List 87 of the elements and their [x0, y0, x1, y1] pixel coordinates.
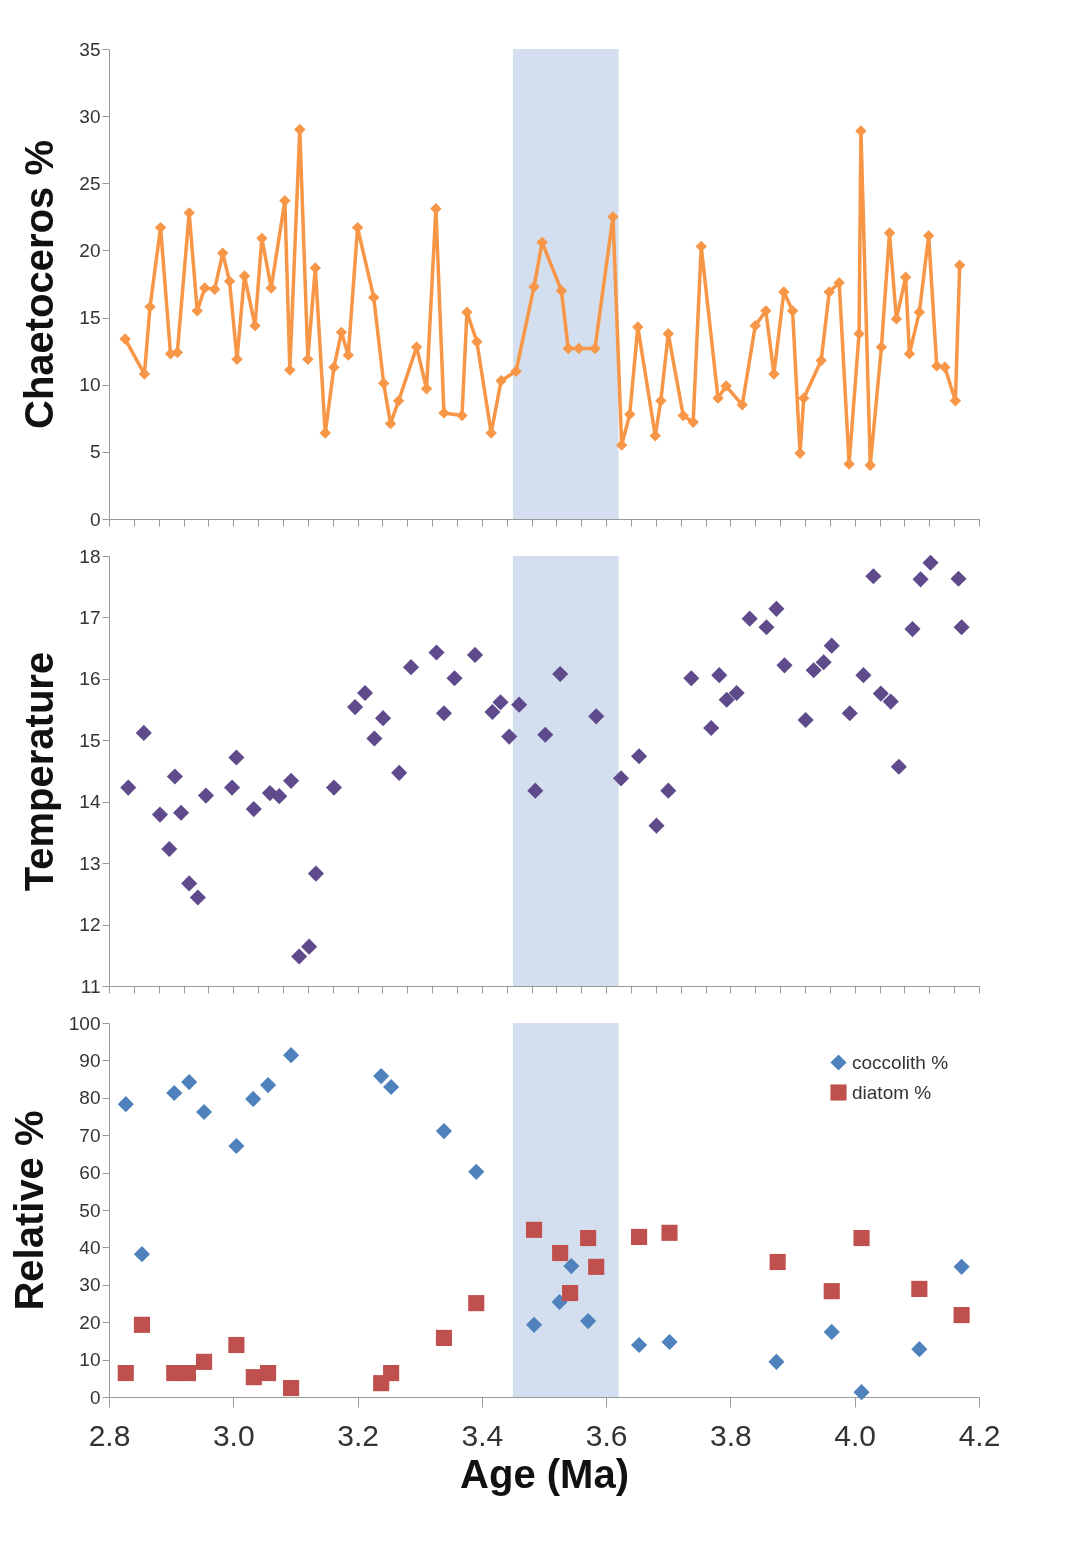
y-tick-label: 10: [79, 1349, 101, 1371]
y-tick-label: 100: [68, 1012, 101, 1034]
y-tick-label: 18: [79, 545, 101, 567]
point: [245, 1090, 262, 1107]
point: [435, 1123, 453, 1140]
x-tick-label: 2.8: [88, 1418, 131, 1452]
point: [911, 1280, 928, 1297]
y-tick-label: 30: [79, 105, 101, 127]
point: [588, 1258, 605, 1275]
x-tick-label: 3.2: [337, 1418, 379, 1452]
point: [661, 1333, 678, 1351]
y-tick-label: 90: [79, 1049, 101, 1071]
x-tick-label: 3.4: [461, 1418, 504, 1452]
y-tick-label: 17: [79, 606, 101, 628]
y-tick-label: 50: [79, 1199, 101, 1221]
x-tick-label: 4.0: [834, 1418, 877, 1452]
point: [526, 1221, 543, 1238]
point: [133, 1316, 150, 1333]
x-tick-label: 3.0: [212, 1418, 255, 1452]
point: [228, 1336, 245, 1354]
point: [631, 1336, 648, 1354]
point: [953, 1307, 970, 1324]
point: [260, 1365, 277, 1382]
point: [133, 1246, 150, 1263]
point: [196, 1103, 213, 1121]
point: [853, 1229, 870, 1247]
y-tick-label: 40: [79, 1236, 101, 1258]
y-tick-label: 25: [79, 172, 101, 194]
y-tick-label: 30: [79, 1274, 101, 1296]
point: [526, 1316, 543, 1333]
y-tick-label: 14: [79, 791, 101, 813]
point: [911, 1341, 928, 1358]
y-tick-label: 35: [79, 38, 101, 60]
point: [661, 1224, 678, 1241]
point: [383, 1365, 400, 1382]
point: [468, 1163, 485, 1180]
y-tick-label: 0: [89, 508, 101, 530]
y-tick-label: 15: [79, 307, 101, 329]
point: [468, 1295, 485, 1312]
point: [631, 1228, 648, 1245]
point: [373, 1068, 390, 1085]
y-tick-label: 16: [79, 668, 101, 690]
y-tick-label: 5: [89, 441, 101, 463]
point: [853, 1384, 870, 1401]
x-axis-title: Age (Ma): [460, 1451, 629, 1496]
x-tick-label: 3.6: [585, 1418, 628, 1452]
point: [260, 1077, 277, 1094]
point: [953, 1258, 970, 1275]
point: [823, 1283, 840, 1300]
point: [768, 1353, 785, 1370]
point: [435, 1329, 453, 1346]
point: [552, 1244, 569, 1262]
legend-label: diatom %: [852, 1081, 932, 1103]
point: [580, 1313, 597, 1330]
legend-label: coccolith %: [852, 1051, 949, 1073]
point: [383, 1078, 400, 1096]
y-tick-label: 13: [79, 852, 101, 874]
point: [563, 1258, 580, 1275]
point: [117, 1365, 134, 1382]
point: [166, 1084, 183, 1101]
point: [562, 1284, 579, 1302]
point: [117, 1096, 134, 1113]
y-axis-title: Chaetoceros %: [17, 140, 62, 429]
point: [580, 1229, 597, 1247]
y-tick-label: 70: [79, 1124, 101, 1146]
y-tick-label: 60: [79, 1162, 101, 1184]
y-tick-label: 0: [89, 1386, 101, 1408]
y-tick-label: 12: [79, 914, 101, 936]
point: [179, 1365, 196, 1382]
point: [551, 1293, 568, 1311]
y-tick-label: 11: [80, 975, 101, 997]
x-tick-label: 3.8: [710, 1418, 752, 1452]
y-tick-label: 80: [79, 1087, 101, 1109]
point: [823, 1323, 840, 1340]
point: [228, 1137, 245, 1155]
y-tick-label: 15: [79, 729, 101, 751]
point: [283, 1379, 300, 1397]
y-tick-label: 20: [79, 1311, 101, 1333]
point: [283, 1047, 300, 1064]
point: [769, 1253, 786, 1271]
point: [196, 1353, 213, 1370]
y-tick-label: 20: [79, 239, 101, 261]
y-tick-label: 10: [79, 374, 101, 396]
y-axis-title: Relative %: [6, 1110, 51, 1311]
x-tick-label: 4.2: [958, 1418, 1001, 1452]
y-axis-title: Temperature: [17, 651, 62, 892]
point: [181, 1074, 198, 1091]
